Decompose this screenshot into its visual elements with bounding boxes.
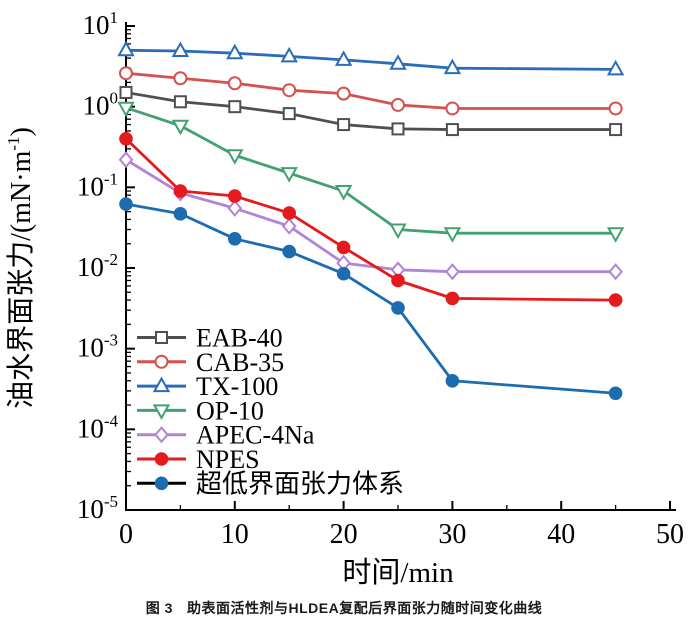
data-point-OP-10 — [334, 185, 353, 201]
data-point-EAB-40 — [445, 123, 459, 137]
y-axis-title: 油水界面张力/(mN·m-1) — [4, 127, 37, 409]
series-line-EAB-40 — [124, 91, 617, 131]
figure-caption-number: 图 3 — [145, 600, 173, 616]
data-point-NPES — [228, 189, 242, 203]
data-point-超低界面张力体系 — [445, 373, 460, 388]
data-point-OP-10 — [606, 227, 625, 243]
series-line-超低界面张力体系 — [124, 202, 617, 395]
data-point-超低界面张力体系 — [336, 266, 351, 281]
data-point-超低界面张力体系 — [608, 386, 623, 401]
data-point-CAB-35 — [173, 71, 188, 86]
y-tick-label: 101 — [83, 8, 119, 40]
data-point-OP-10 — [280, 167, 298, 183]
legend-label-OP-10: OP-10 — [196, 396, 264, 425]
data-point-APEC-4Na — [118, 151, 134, 169]
data-point-超低界面张力体系 — [391, 301, 405, 315]
y-tick-label: 10-5 — [77, 492, 118, 524]
data-point-CAB-35 — [227, 76, 242, 91]
data-point-CAB-35 — [119, 66, 133, 81]
data-point-OP-10 — [117, 101, 135, 118]
data-point-超低界面张力体系 — [173, 206, 188, 221]
data-point-TX-100 — [606, 59, 625, 76]
data-point-EAB-40 — [282, 107, 296, 121]
data-point-CAB-35 — [608, 101, 623, 116]
legend-marker-NPES — [154, 452, 169, 466]
data-point-TX-100 — [171, 41, 190, 57]
data-point-NPES — [119, 131, 133, 146]
x-tick-label: 20 — [330, 519, 358, 550]
data-point-EAB-40 — [391, 122, 405, 136]
data-point-EAB-40 — [609, 123, 623, 137]
data-point-NPES — [391, 273, 405, 288]
y-tick-label: 10-3 — [77, 331, 118, 363]
y-tick-label: 100 — [83, 89, 119, 121]
data-point-TX-100 — [334, 50, 353, 66]
data-point-OP-10 — [389, 223, 407, 240]
data-point-EAB-40 — [228, 100, 242, 114]
data-point-OP-10 — [171, 119, 190, 136]
legend-label-NPES: NPES — [196, 445, 260, 474]
data-point-TX-100 — [117, 40, 135, 57]
data-point-OP-10 — [226, 149, 244, 165]
legend-label-EAB-40: EAB-40 — [196, 324, 283, 353]
data-point-NPES — [608, 293, 623, 307]
data-point-超低界面张力体系 — [119, 197, 133, 211]
data-point-EAB-40 — [337, 118, 351, 132]
data-point-CAB-35 — [336, 86, 351, 101]
legend-marker-CAB-35 — [154, 354, 169, 369]
data-point-NPES — [282, 206, 297, 220]
data-point-NPES — [336, 240, 351, 255]
series-line-TX-100 — [124, 48, 617, 71]
data-point-超低界面张力体系 — [228, 232, 242, 246]
chart-canvas: 101 100 10-1 10-2 10-3 10-4 10-50 10 20 30 40 50 时间/… — [4, 8, 684, 589]
legend-marker-EAB-40 — [155, 331, 168, 344]
x-tick-label: 40 — [547, 519, 575, 550]
data-point-OP-10 — [443, 227, 462, 243]
legend-marker-APEC-4Na — [154, 426, 169, 444]
legend-label-CAB-35: CAB-35 — [196, 348, 284, 377]
y-tick-label: 10-2 — [77, 250, 118, 282]
data-point-APEC-4Na — [445, 263, 460, 281]
data-point-NPES — [173, 184, 188, 198]
x-tick-label: 50 — [656, 519, 684, 550]
data-point-APEC-4Na — [227, 199, 243, 217]
x-tick-label: 10 — [221, 519, 249, 550]
data-point-TX-100 — [280, 46, 298, 63]
x-axis-title: 时间/min — [342, 556, 454, 589]
legend-marker-OP-10 — [152, 404, 171, 420]
data-point-TX-100 — [443, 58, 462, 75]
figure-caption-text: 助表面活性剂与HLDEA复配后界面张力随时间变化曲线 — [186, 600, 543, 616]
legend-label-APEC-4Na: APEC-4Na — [196, 421, 315, 450]
series-line-OP-10 — [124, 106, 617, 235]
x-tick-label: 30 — [438, 519, 466, 550]
series-line-CAB-35 — [124, 71, 617, 110]
data-point-APEC-4Na — [608, 263, 623, 281]
data-point-EAB-40 — [119, 85, 133, 99]
legend-marker-TX-100 — [152, 376, 171, 393]
legend-label-超低界面张力体系: 超低界面张力体系 — [196, 469, 404, 498]
data-point-NPES — [445, 291, 460, 306]
data-point-CAB-35 — [445, 101, 460, 116]
data-point-CAB-35 — [391, 97, 405, 112]
data-point-TX-100 — [389, 54, 407, 70]
x-tick-label: 0 — [119, 519, 133, 550]
data-point-TX-100 — [226, 43, 244, 60]
series-line-NPES — [124, 137, 617, 302]
y-tick-label: 10-4 — [77, 411, 119, 443]
figure-caption: 图 3 助表面活性剂与HLDEA复配后界面张力随时间变化曲线 — [0, 598, 688, 618]
series-line-APEC-4Na — [124, 158, 617, 274]
data-point-EAB-40 — [173, 95, 187, 109]
data-point-超低界面张力体系 — [282, 244, 297, 259]
data-point-APEC-4Na — [281, 217, 297, 235]
legend-marker-超低界面张力体系 — [154, 476, 169, 491]
y-tick-label: 10-1 — [77, 169, 118, 201]
data-point-CAB-35 — [282, 83, 297, 98]
legend-label-TX-100: TX-100 — [196, 372, 278, 401]
